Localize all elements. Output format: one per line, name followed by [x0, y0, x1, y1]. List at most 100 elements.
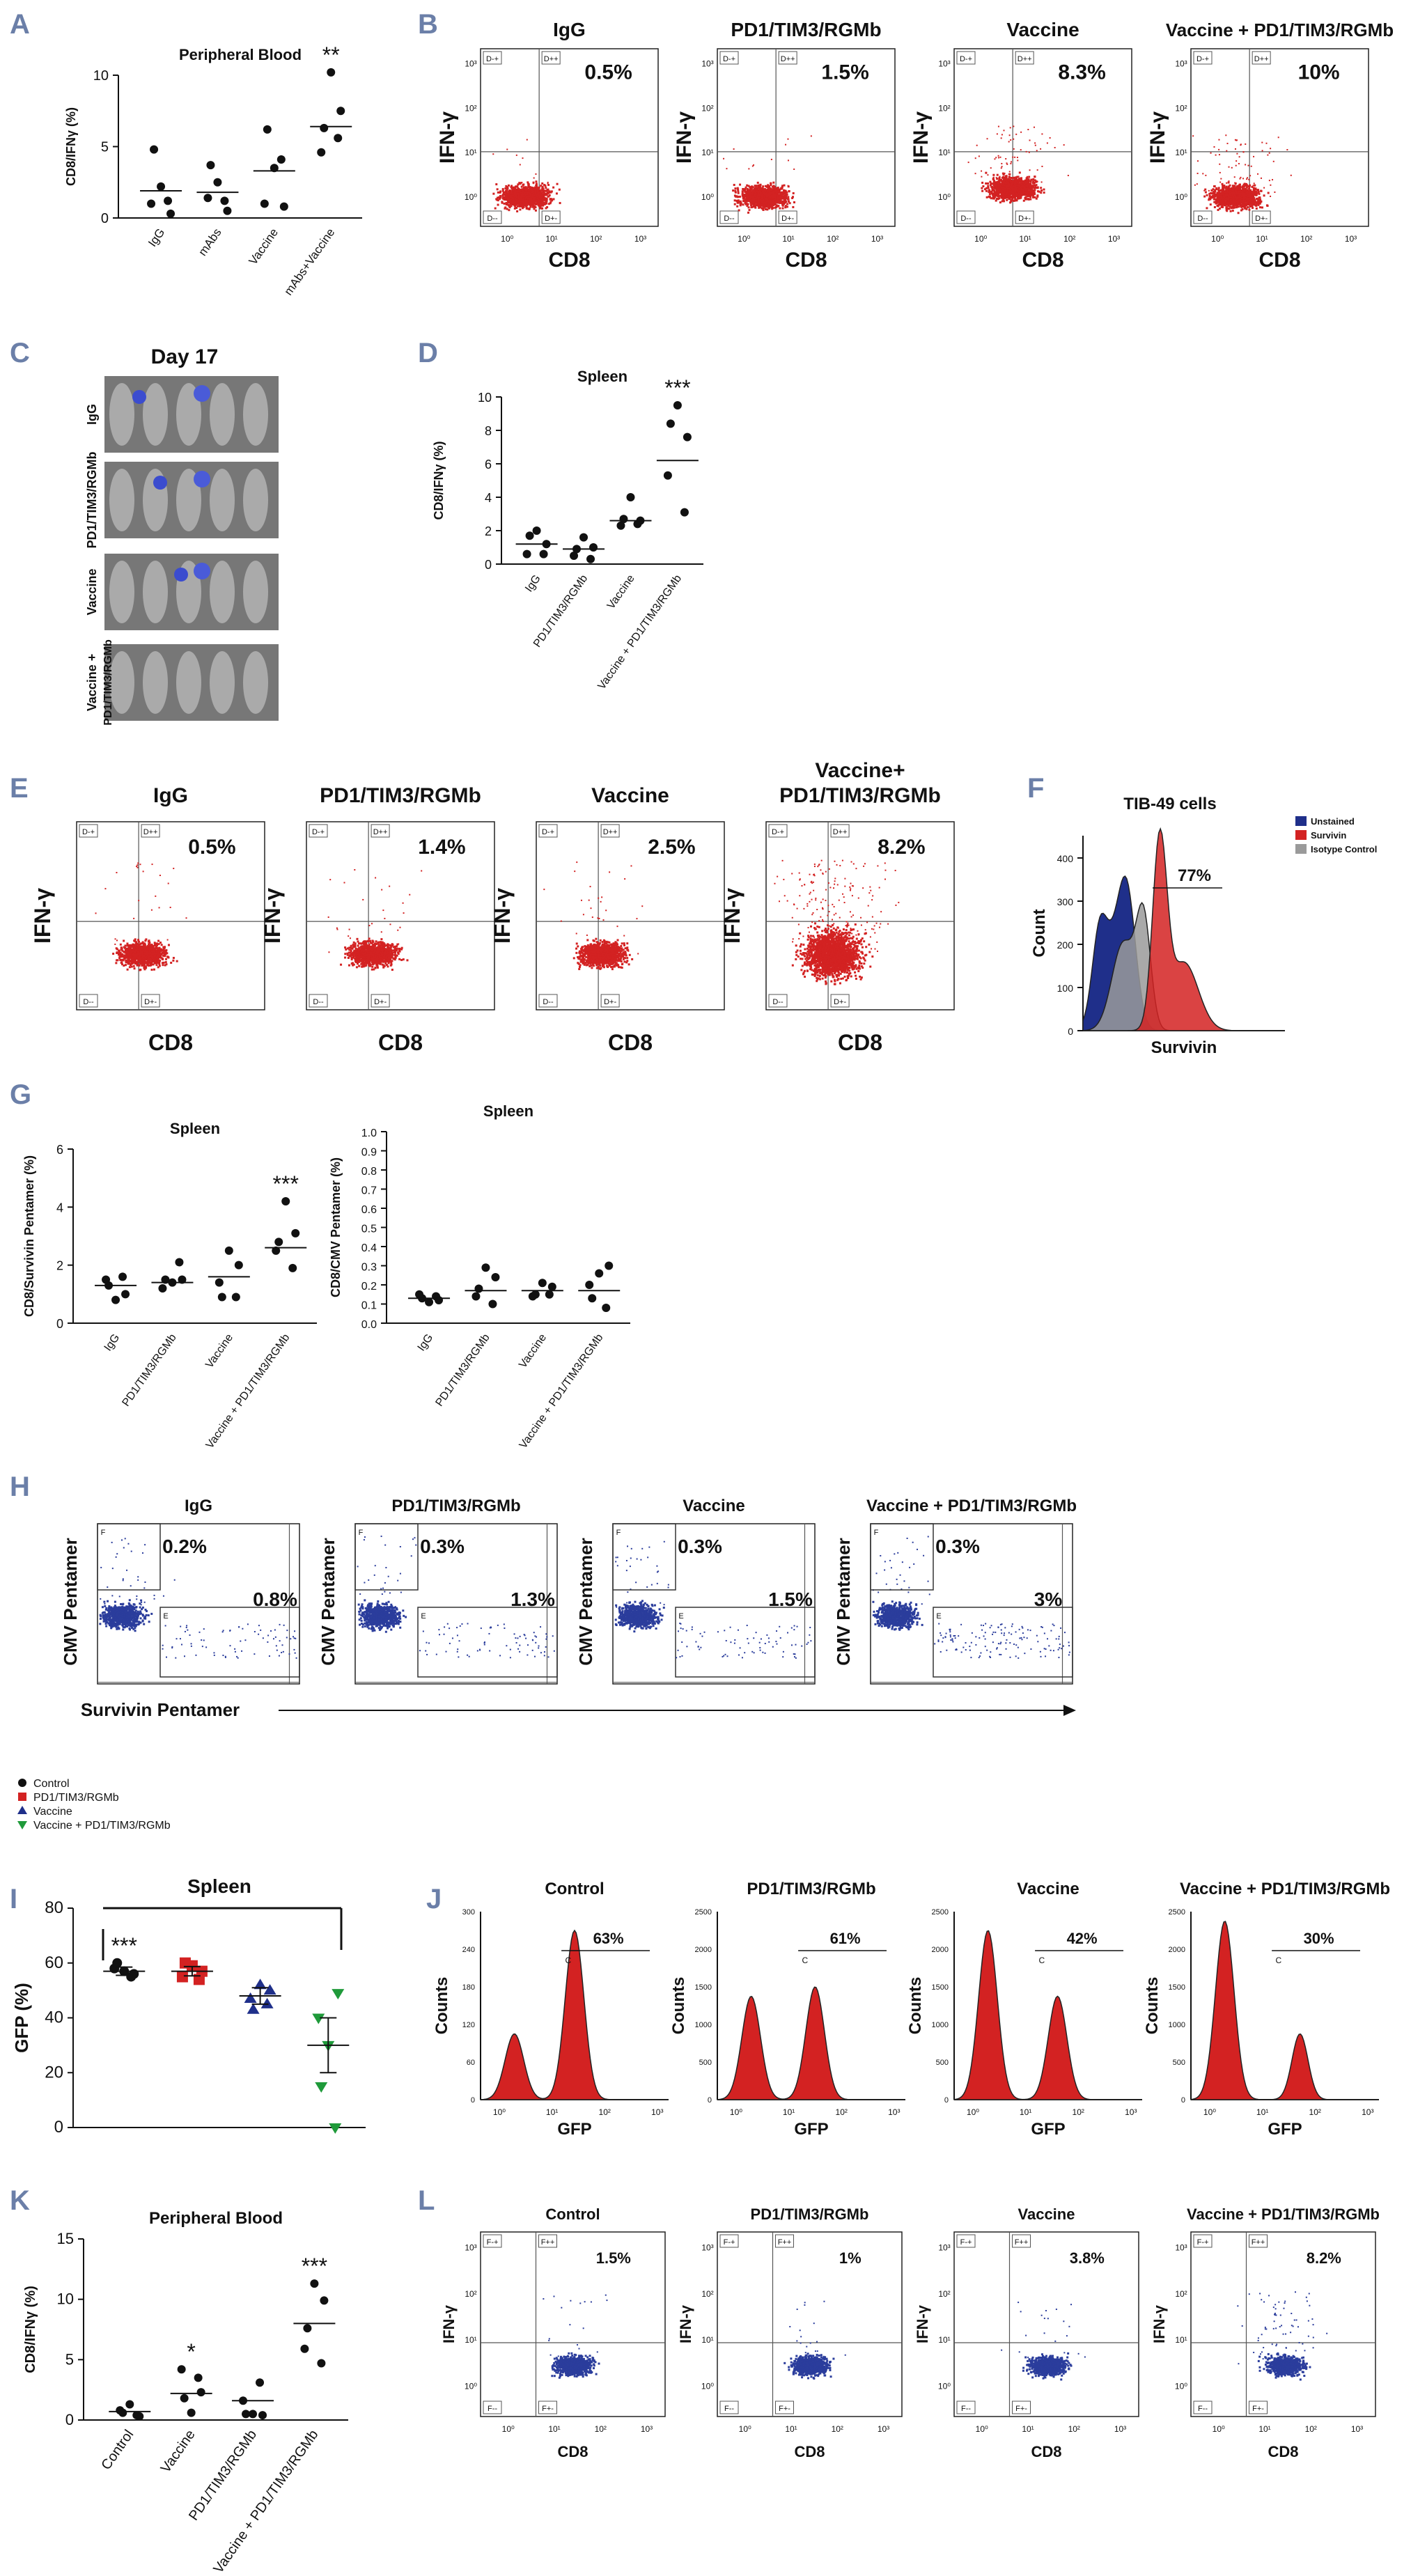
- event-dot: [543, 189, 545, 192]
- panel-letter-a: A: [10, 9, 30, 40]
- event-dot: [522, 190, 524, 192]
- event-dot: [541, 182, 543, 185]
- y-tick-label: 10⁰: [465, 192, 477, 202]
- event-dot: [506, 149, 508, 150]
- event-dot: [531, 191, 533, 193]
- event-dot: [527, 208, 529, 210]
- event-dot: [508, 185, 510, 187]
- event-dot: [492, 153, 494, 155]
- event-dot: [516, 196, 518, 198]
- event-dot: [519, 201, 521, 203]
- event-dot: [757, 182, 759, 184]
- event-dot: [510, 195, 513, 197]
- event-dot: [536, 182, 538, 185]
- y-tick-label: 10³: [465, 59, 476, 69]
- event-dot: [534, 191, 536, 193]
- event-dot: [543, 203, 545, 205]
- event-dot: [516, 210, 518, 212]
- panel-letter-e: E: [10, 773, 29, 804]
- event-dot: [517, 183, 519, 185]
- event-dot: [508, 204, 510, 206]
- data-point: [327, 68, 335, 77]
- event-dot: [532, 206, 534, 208]
- y-tick-label: 0: [101, 211, 109, 226]
- quadrant-label: D-+: [486, 55, 499, 63]
- event-dot: [494, 208, 497, 210]
- event-dot: [513, 198, 515, 200]
- panel-title: IgG: [553, 19, 586, 40]
- event-dot: [545, 193, 547, 195]
- data-point: [220, 196, 228, 205]
- event-dot: [509, 201, 511, 203]
- event-dot: [540, 191, 542, 193]
- event-dot: [522, 205, 524, 207]
- event-dot: [556, 192, 558, 194]
- x-tick-label: 10¹: [545, 234, 557, 244]
- data-point: [206, 161, 215, 169]
- event-dot: [543, 192, 545, 194]
- event-dot: [523, 202, 525, 204]
- event-dot: [505, 185, 507, 187]
- event-dot: [515, 198, 517, 200]
- event-dot: [538, 194, 540, 196]
- event-dot: [527, 139, 528, 141]
- data-point: [263, 125, 272, 134]
- data-point: [147, 200, 155, 208]
- event-dot: [510, 185, 513, 187]
- quadrant-label: D++: [544, 55, 559, 63]
- event-dot: [533, 182, 534, 184]
- data-point: [317, 148, 325, 157]
- event-dot: [533, 201, 535, 203]
- event-dot: [527, 202, 529, 204]
- data-point: [166, 210, 175, 218]
- quadrant-label: D--: [487, 214, 498, 223]
- y-tick-label: 10²: [465, 103, 476, 113]
- x-tick-label: 10³: [634, 234, 646, 244]
- event-dot: [747, 212, 749, 214]
- category-label: IgG: [146, 226, 167, 249]
- event-dot: [519, 182, 521, 185]
- event-dot: [514, 208, 516, 210]
- event-dot: [506, 188, 508, 190]
- event-dot: [559, 189, 561, 191]
- category-label: Vaccine: [247, 226, 281, 267]
- event-dot: [527, 185, 529, 187]
- event-dot: [526, 193, 528, 195]
- event-dot: [492, 193, 494, 195]
- panel-letter-l: L: [418, 2185, 435, 2216]
- panel-letter-i: I: [10, 1884, 17, 1914]
- event-dot: [521, 186, 523, 188]
- panel-letter-d: D: [418, 338, 438, 368]
- event-dot: [517, 193, 520, 195]
- event-dot: [541, 208, 543, 210]
- quadrant-label: D+-: [545, 214, 557, 223]
- event-dot: [535, 210, 537, 212]
- event-dot: [517, 205, 519, 208]
- event-dot: [545, 203, 547, 205]
- event-dot: [520, 164, 521, 165]
- y-axis-label: IFN-γ: [436, 111, 459, 164]
- event-dot: [556, 183, 559, 185]
- x-axis-label: CD8: [548, 249, 590, 272]
- panel-letter-k: K: [10, 2185, 30, 2216]
- event-dot: [497, 192, 499, 194]
- data-point: [157, 182, 165, 191]
- event-dot: [545, 207, 547, 209]
- panel-letter-f: F: [1027, 773, 1044, 804]
- event-dot: [515, 203, 517, 205]
- percent-label: 0.5%: [584, 61, 632, 84]
- event-dot: [508, 193, 510, 195]
- event-dot: [531, 199, 533, 201]
- event-dot: [520, 192, 522, 194]
- event-dot: [535, 203, 537, 205]
- chart-title: Peripheral Blood: [179, 46, 302, 63]
- event-dot: [542, 186, 544, 188]
- event-dot: [542, 198, 544, 200]
- event-dot: [527, 182, 529, 184]
- event-dot: [547, 196, 549, 198]
- event-dot: [501, 202, 504, 204]
- event-dot: [535, 173, 536, 175]
- y-tick-label: 5: [101, 140, 109, 155]
- event-dot: [549, 202, 552, 204]
- panel-letter-h: H: [10, 1472, 30, 1502]
